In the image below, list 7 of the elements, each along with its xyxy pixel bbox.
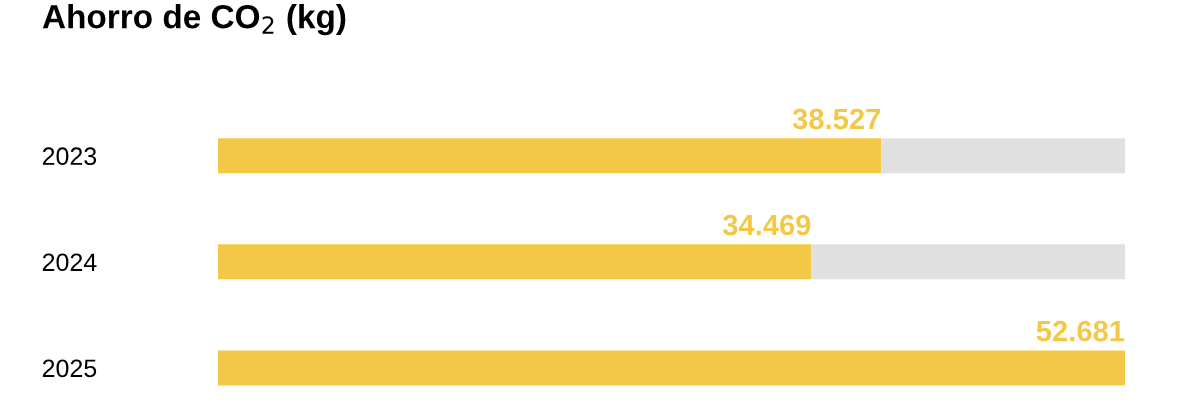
data-label: 52.681: [1036, 320, 1125, 342]
y-tick-label: 2024: [42, 253, 97, 272]
y-tick-label: 2025: [42, 359, 97, 378]
y-tick-label: 2023: [42, 147, 97, 166]
chart-title: Ahorro de CO$_{2}$ (kg): [42, 4, 346, 36]
data-label: 38.527: [792, 108, 881, 130]
data-label: 34.469: [722, 214, 811, 236]
